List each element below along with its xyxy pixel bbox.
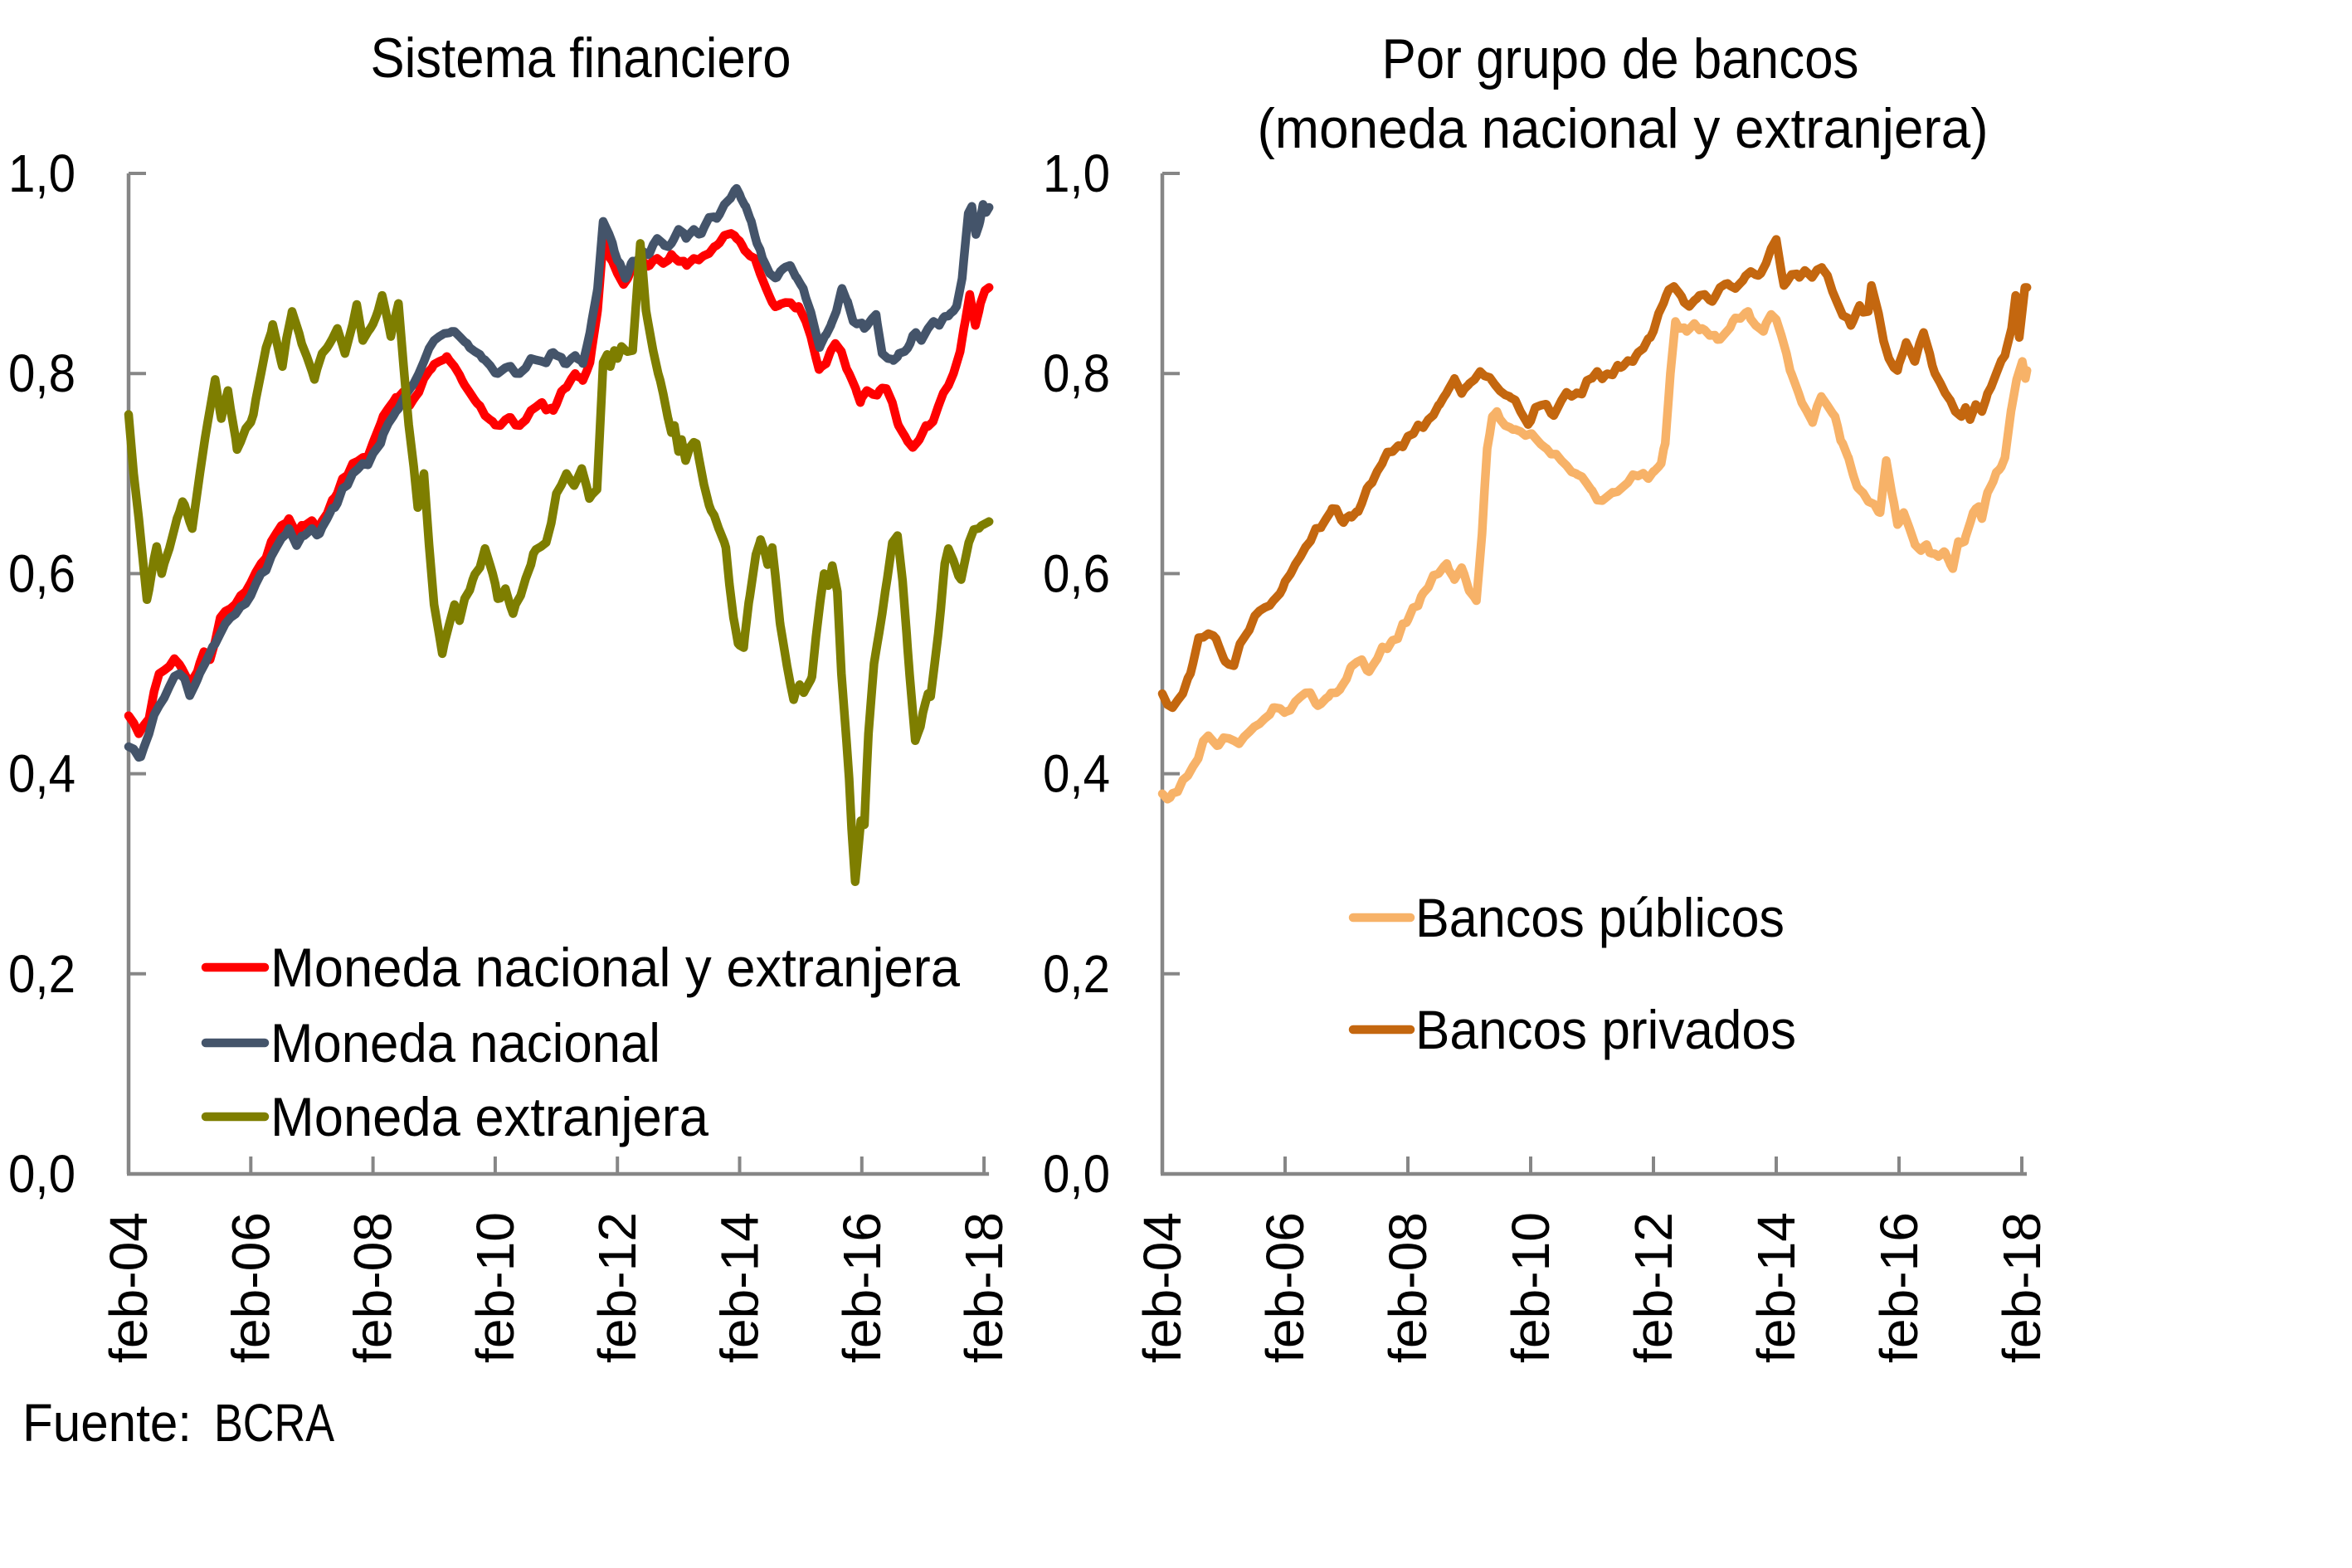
svg-text:feb-04: feb-04 [99, 1212, 158, 1363]
svg-text:feb-18: feb-18 [1992, 1212, 2052, 1363]
svg-text:feb-14: feb-14 [710, 1212, 770, 1363]
svg-text:feb-08: feb-08 [343, 1212, 403, 1363]
svg-text:Moneda nacional: Moneda nacional [270, 1012, 660, 1074]
svg-text:1,0: 1,0 [8, 144, 75, 203]
svg-text:feb-16: feb-16 [832, 1212, 892, 1363]
svg-text:Fuente:: Fuente: [22, 1393, 192, 1453]
svg-text:feb-06: feb-06 [1255, 1212, 1315, 1363]
svg-text:0,4: 0,4 [1043, 744, 1110, 804]
svg-text:Por grupo de bancos: Por grupo de bancos [1382, 27, 1859, 90]
svg-text:feb-18: feb-18 [954, 1212, 1014, 1363]
svg-text:feb-10: feb-10 [465, 1212, 525, 1363]
svg-text:0,2: 0,2 [1043, 944, 1110, 1004]
svg-text:feb-16: feb-16 [1869, 1212, 1929, 1363]
svg-text:0,4: 0,4 [8, 744, 75, 804]
svg-text:feb-06: feb-06 [221, 1212, 280, 1363]
svg-text:feb-08: feb-08 [1378, 1212, 1438, 1363]
svg-text:Moneda extranjera: Moneda extranjera [270, 1086, 709, 1147]
svg-text:0,0: 0,0 [1043, 1144, 1110, 1204]
svg-text:BCRA: BCRA [214, 1393, 334, 1453]
svg-text:Moneda nacional y extranjera: Moneda nacional y extranjera [270, 937, 960, 998]
svg-text:0,0: 0,0 [8, 1144, 75, 1204]
svg-text:feb-14: feb-14 [1746, 1212, 1806, 1363]
svg-text:feb-04: feb-04 [1132, 1212, 1192, 1363]
svg-text:Bancos privados: Bancos privados [1415, 999, 1796, 1060]
svg-text:Bancos públicos: Bancos públicos [1415, 887, 1785, 948]
svg-text:0,2: 0,2 [8, 944, 75, 1004]
svg-text:0,8: 0,8 [8, 343, 75, 403]
svg-text:Sistema financiero: Sistema financiero [371, 27, 791, 90]
svg-text:(moneda nacional y extranjera): (moneda nacional y extranjera) [1258, 97, 1989, 160]
svg-text:feb-12: feb-12 [587, 1212, 647, 1363]
svg-text:0,6: 0,6 [1043, 543, 1110, 603]
svg-text:0,8: 0,8 [1043, 343, 1110, 403]
svg-text:1,0: 1,0 [1043, 144, 1110, 203]
svg-text:feb-12: feb-12 [1624, 1212, 1683, 1363]
svg-text:feb-10: feb-10 [1501, 1212, 1561, 1363]
svg-text:0,6: 0,6 [8, 543, 75, 603]
